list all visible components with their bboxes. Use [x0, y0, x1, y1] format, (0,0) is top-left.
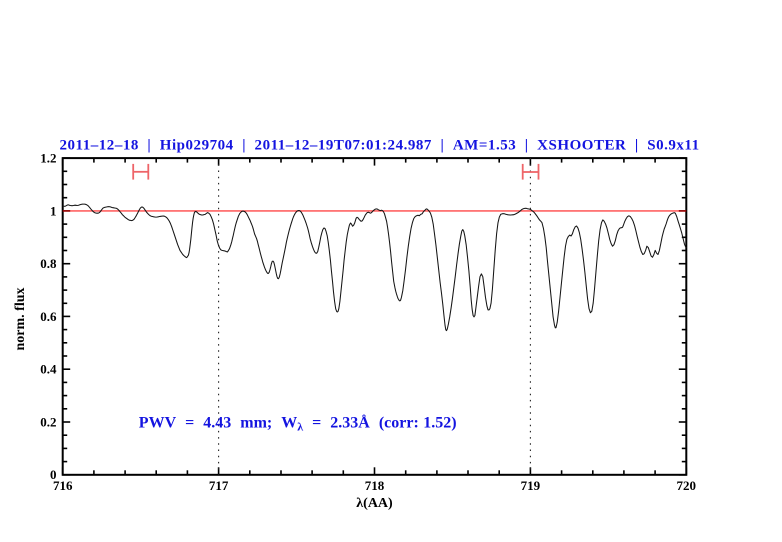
- svg-text:norm. flux: norm. flux: [13, 288, 28, 351]
- svg-text:717: 717: [209, 478, 229, 493]
- svg-text:716: 716: [53, 478, 73, 493]
- svg-text:718: 718: [365, 478, 385, 493]
- svg-text:719: 719: [521, 478, 541, 493]
- svg-text:0.8: 0.8: [40, 256, 57, 271]
- svg-text:0: 0: [50, 467, 57, 482]
- svg-text:0.6: 0.6: [40, 309, 57, 324]
- svg-text:2011–12–18 | Hip029704 | 2: 2011–12–18 | Hip029704 | 2011–12–19T07:0…: [60, 138, 700, 154]
- svg-text:0.4: 0.4: [40, 362, 57, 377]
- svg-text:720: 720: [677, 478, 697, 493]
- svg-text:λ(AA): λ(AA): [356, 496, 393, 511]
- svg-text:0.2: 0.2: [40, 414, 56, 429]
- svg-text:1: 1: [50, 203, 57, 218]
- svg-text:1.2: 1.2: [40, 151, 56, 166]
- svg-text:PWV = 4.43 mm; Wλ = 2.33: PWV = 4.43 mm; Wλ = 2.33Å (corr: 1.52): [139, 413, 457, 433]
